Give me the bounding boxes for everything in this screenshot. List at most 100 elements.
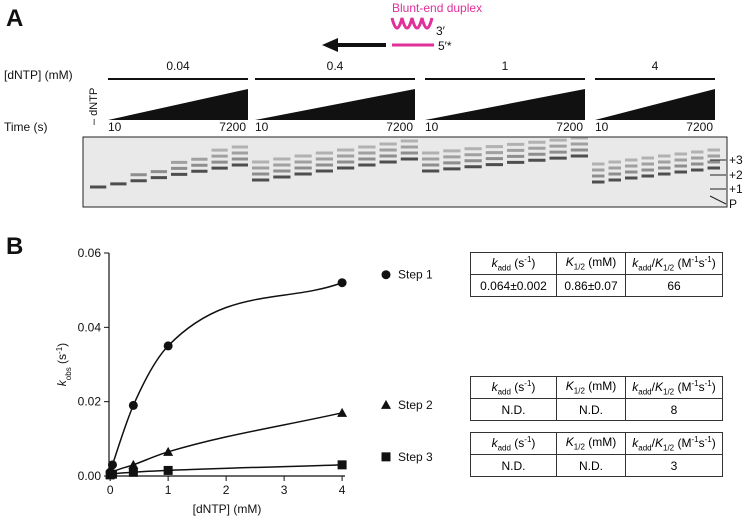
label-part: s: [698, 379, 705, 394]
label-part: (mM): [584, 379, 617, 394]
data-row: 0.064±0.002 0.86±0.07 66: [470, 274, 723, 297]
fit-curve: [109, 282, 343, 473]
x-tick-label: 1: [165, 483, 172, 497]
legend-label: Step 2: [398, 398, 433, 412]
kinetics-table: kadd (s-1) K1/2 (mM) kadd/K1/2 (M-1s-1) N.D…: [470, 376, 723, 421]
arrow-head: [322, 38, 338, 52]
label-part: -1: [691, 378, 699, 388]
label-part: ): [711, 255, 716, 270]
kinetics-table: kadd (s-1) K1/2 (mM) kadd/K1/2 (M-1s-1) N.D…: [470, 432, 723, 477]
label-part: -1: [524, 254, 532, 264]
data-cell: N.D.: [556, 454, 626, 477]
data-cell: N.D.: [470, 454, 557, 477]
data-point: [107, 460, 117, 470]
time-start: 10: [425, 120, 439, 134]
band-label: P: [729, 197, 737, 211]
header-cell: kadd/K1/2 (M-1s-1): [625, 376, 723, 399]
label-part: s: [698, 435, 705, 450]
label-part: (M: [674, 255, 692, 270]
time-wedge: [108, 89, 248, 120]
data-point: [128, 467, 138, 477]
label-part: K: [565, 255, 574, 270]
fit-curve: [109, 464, 343, 476]
label-part: (mM): [584, 435, 617, 450]
legend-label: Step 3: [398, 450, 433, 464]
data-cell: 0.86±0.07: [556, 274, 626, 297]
time-start: 10: [595, 120, 609, 134]
label-part: (M: [674, 435, 692, 450]
label-part: add: [497, 443, 511, 453]
x-tick-label: 0: [107, 483, 114, 497]
label-part: add: [638, 387, 652, 397]
label-part: -1: [524, 434, 532, 444]
header-row: kadd (s-1) K1/2 (mM) kadd/K1/2 (M-1s-1): [470, 376, 723, 399]
label-part: -1: [691, 254, 699, 264]
label-part: 1/2: [663, 443, 675, 453]
label-part: ): [55, 343, 69, 347]
minus-dntp: – dNTP: [88, 88, 100, 125]
data-point: [107, 469, 117, 479]
data-cell: 66: [625, 274, 723, 297]
legend-marker: [381, 399, 391, 409]
label-part: ): [711, 379, 716, 394]
label-part: k: [632, 379, 639, 394]
gel: [82, 136, 728, 208]
header-cell: K1/2 (mM): [556, 252, 626, 275]
label-part: ): [531, 255, 536, 270]
band-label: +3: [729, 153, 743, 167]
data-row: N.D. N.D. 3: [470, 454, 723, 477]
data-point: [163, 465, 173, 475]
time-end: 7200: [686, 120, 713, 134]
time-wedge: [255, 89, 415, 120]
time-label: Time (s): [4, 120, 48, 134]
legend-label: Step 1: [398, 268, 433, 282]
x-axis-label: [dNTP] (mM): [193, 502, 262, 516]
label-part: ): [531, 379, 536, 394]
time-start: 10: [255, 120, 269, 134]
data-cell: 0.064±0.002: [470, 274, 557, 297]
time-end: 7200: [219, 120, 246, 134]
legend-marker: [381, 452, 391, 462]
concentration-label: 4: [652, 59, 659, 73]
label-part: (s: [510, 379, 525, 394]
concentration-label: 1: [502, 59, 509, 73]
label-part: add: [497, 263, 511, 273]
label-part: /: [651, 435, 655, 450]
header-cell: kadd (s-1): [470, 432, 557, 455]
label-part: /: [651, 379, 655, 394]
data-point: [128, 400, 138, 410]
header-cell: K1/2 (mM): [556, 432, 626, 455]
data-cell: 3: [625, 454, 723, 477]
data-row: N.D. N.D. 8: [470, 398, 723, 421]
duplex-top-strand: [390, 17, 434, 30]
time-end: 7200: [556, 120, 583, 134]
band-label: +1: [729, 182, 743, 196]
data-point: [163, 341, 173, 351]
label-part: -1: [704, 378, 712, 388]
time-end: 7200: [386, 120, 413, 134]
header-cell: kadd/K1/2 (M-1s-1): [625, 432, 723, 455]
label-part: 1/2: [573, 262, 585, 272]
label-part: (s: [55, 354, 69, 367]
y-tick-label: 0.02: [78, 395, 102, 409]
label-part: k: [491, 255, 498, 270]
data-cell: N.D.: [470, 398, 557, 421]
data-cell: N.D.: [556, 398, 626, 421]
header-cell: kadd/K1/2 (M-1s-1): [625, 252, 723, 275]
label-part: 1/2: [573, 386, 585, 396]
label-part: -1: [55, 346, 64, 354]
panel-label: B: [6, 233, 23, 260]
label-part: -1: [704, 434, 712, 444]
band-label: +2: [729, 168, 743, 182]
kinetics-table: kadd (s-1) K1/2 (mM) kadd/K1/2 (M-1s-1) 0.0…: [470, 252, 723, 297]
concentration-label: 0.4: [327, 59, 344, 73]
strand-label: 5′*: [438, 39, 452, 53]
y-tick-label: 0.06: [78, 246, 102, 260]
y-axis-label: kobs (s-1): [55, 343, 73, 386]
label-part: ): [711, 435, 716, 450]
label-part: /: [651, 255, 655, 270]
label-part: (s: [510, 435, 525, 450]
label-part: add: [638, 263, 652, 273]
